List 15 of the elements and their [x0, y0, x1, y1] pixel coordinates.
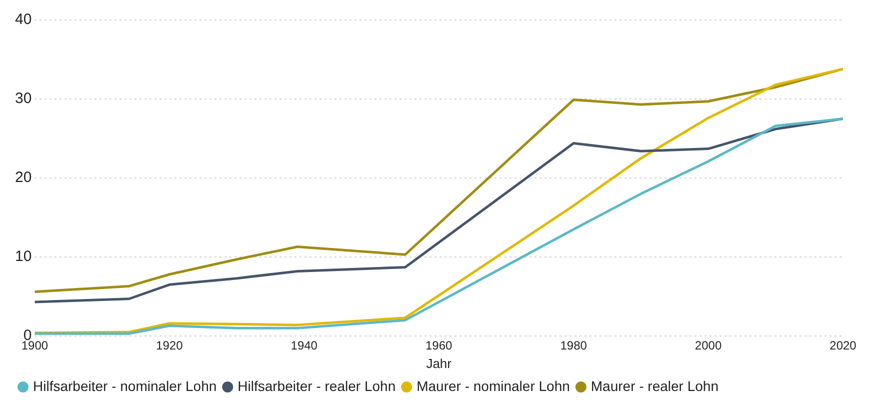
x-tick-label: 1940: [290, 338, 318, 353]
y-tick-label: 30: [14, 90, 32, 108]
y-tick-label: 20: [14, 169, 32, 186]
x-tick-label: 2020: [830, 338, 857, 353]
y-tick-label: 10: [14, 248, 32, 266]
x-tick-label: 1980: [560, 338, 588, 353]
x-tick-label: 1960: [425, 338, 453, 353]
y-tick-label: 40: [14, 11, 32, 28]
x-tick-label: 1920: [156, 338, 184, 353]
legend-label: Hilfsarbeiter - realer Lohn: [238, 378, 396, 394]
legend-label: Maurer - nominaler Lohn: [416, 378, 570, 394]
x-tick-label: 2000: [694, 338, 722, 353]
legend-label: Maurer - realer Lohn: [590, 378, 719, 394]
x-axis-title: Jahr: [426, 356, 452, 371]
legend-label: Hilfsarbeiter - nominaler Lohn: [33, 378, 217, 394]
